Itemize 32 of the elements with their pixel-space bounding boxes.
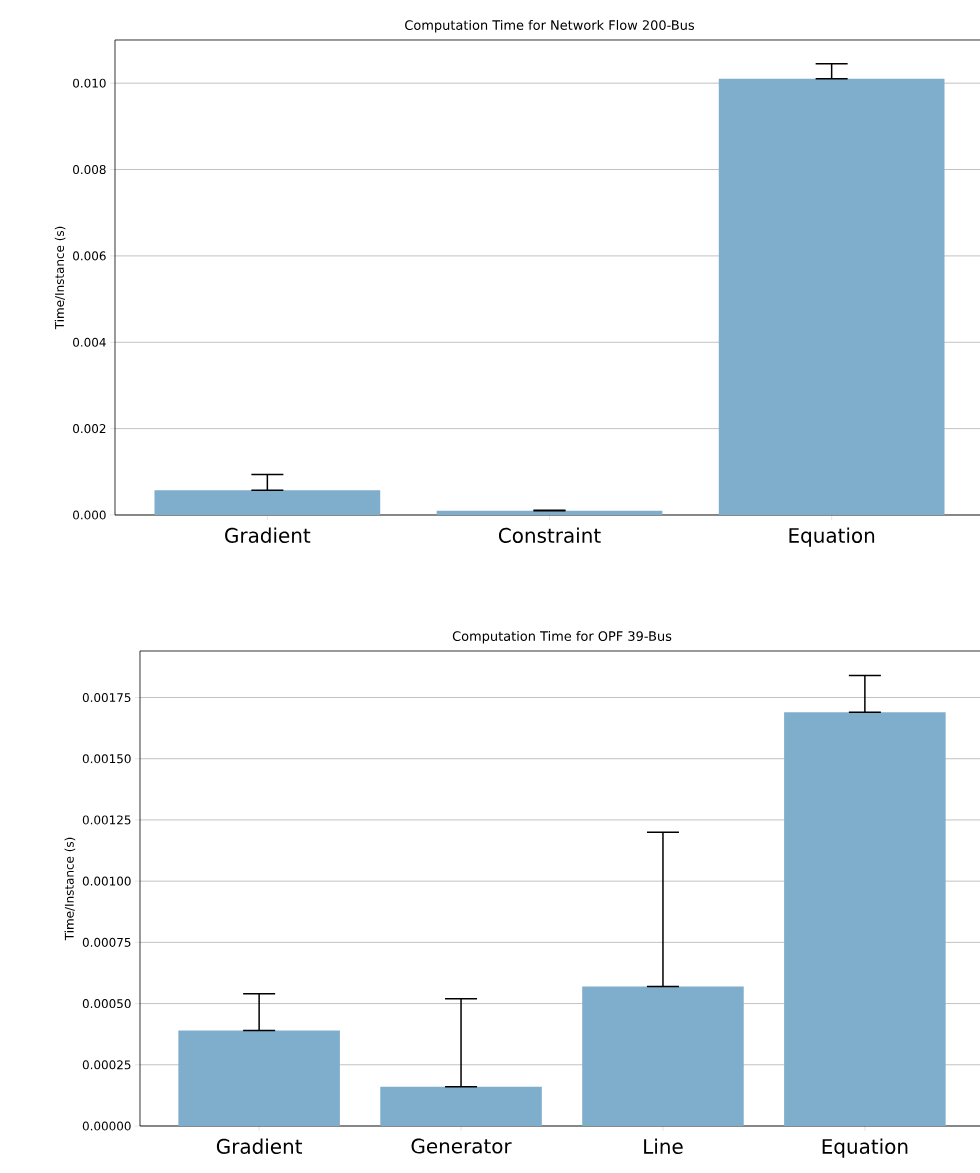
x-tick-label: Gradient [216,1138,303,1154]
bar [784,712,946,1126]
chart-title: Computation Time for Network Flow 200-Bus [405,19,695,33]
y-tick-label: 0.006 [73,251,106,261]
y-tick-label: 0.00050 [82,999,131,1009]
bar [154,490,381,515]
y-tick-label: 0.00000 [82,1121,131,1131]
y-tick-label: 0.002 [73,424,106,434]
bar [178,1030,340,1126]
y-tick-label: 0.00175 [82,692,131,703]
y-tick-label: 0.00075 [82,937,131,947]
chart-title: Computation Time for OPF 39-Bus [452,630,672,644]
bar [436,510,663,515]
y-tick-label: 0.004 [73,337,106,347]
bar [380,1086,542,1126]
y-tick-label: 0.00100 [82,876,131,886]
y-tick-label: 0.008 [73,165,106,175]
x-tick-label: Equation [822,1138,908,1158]
x-tick-label: Equation [789,527,875,547]
y-tick-label: 0.00150 [82,754,131,764]
x-tick-label: Line [644,1138,683,1154]
y-tick-label: 0.00125 [82,815,131,825]
x-tick-label: Constraint [498,527,601,543]
y-axis-title: Time/Instance (s) [64,837,76,941]
bar [718,78,945,515]
y-axis-title: Time/Instance (s) [54,226,66,330]
x-tick-label: Gradient [225,527,311,543]
y-tick-label: 0.000 [73,510,106,520]
x-tick-label: Generator [411,1138,512,1154]
y-tick-label: 0.010 [73,78,106,88]
bar [582,986,744,1126]
y-tick-label: 0.00025 [82,1060,131,1070]
